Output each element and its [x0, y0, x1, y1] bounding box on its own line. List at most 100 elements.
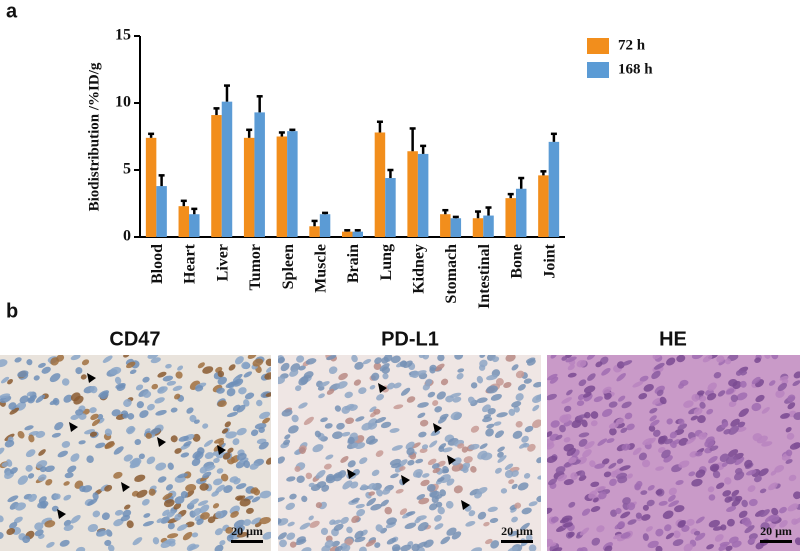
cell: [586, 355, 596, 360]
x-tick-label: Spleen: [280, 244, 297, 289]
cell: [45, 478, 53, 486]
cell: [704, 438, 715, 448]
cell: [147, 403, 155, 411]
cell: [246, 507, 254, 514]
cell: [721, 422, 729, 429]
cell: [787, 503, 799, 512]
cell: [202, 423, 209, 429]
cell: [417, 412, 426, 419]
cell: [98, 390, 110, 398]
cell: [791, 518, 798, 525]
cell: [104, 485, 113, 492]
cell: [154, 397, 165, 404]
cell: [470, 425, 480, 433]
cell: [191, 532, 199, 538]
cell: [332, 519, 342, 525]
cell: [621, 401, 632, 409]
bar: [287, 131, 298, 237]
cell: [113, 518, 124, 527]
cell: [564, 405, 572, 413]
cell: [709, 445, 719, 451]
cell: [324, 423, 333, 429]
cell: [627, 519, 637, 525]
cell: [755, 394, 765, 403]
cell: [593, 497, 599, 503]
cell: [508, 408, 516, 416]
cell: [740, 380, 747, 388]
cell: [445, 500, 454, 509]
cell: [249, 462, 259, 470]
cell: [513, 406, 520, 413]
cell: [672, 539, 684, 547]
cell: [212, 503, 220, 509]
bar: [548, 141, 560, 237]
cell: [457, 368, 465, 373]
cell: [289, 493, 297, 500]
cell: [747, 538, 756, 544]
cell: [674, 505, 685, 513]
cell: [532, 419, 541, 429]
cell: [620, 532, 631, 539]
cell: [192, 508, 202, 516]
cell: [511, 516, 518, 523]
bar: [189, 214, 200, 237]
panel-label: a: [6, 0, 18, 22]
cell: [380, 421, 392, 429]
cell: [226, 412, 238, 418]
cell: [157, 386, 168, 394]
cell: [130, 461, 141, 468]
cell: [35, 394, 46, 403]
cell: [338, 372, 348, 381]
cell: [359, 546, 367, 551]
cell: [744, 520, 752, 527]
cell: [706, 392, 717, 401]
y-axis-label: Biodistribution /%ID/g: [86, 62, 102, 211]
cell: [86, 455, 94, 463]
cell: [157, 476, 167, 483]
cell: [24, 425, 34, 431]
bar: [374, 132, 386, 237]
cell: [419, 419, 429, 427]
cell: [735, 495, 743, 502]
cell: [440, 536, 451, 545]
cell: [7, 495, 19, 503]
scale-bar-label: 20 μm: [760, 524, 792, 538]
cell: [517, 383, 526, 391]
bar: [309, 226, 320, 237]
cell: [95, 442, 106, 449]
cell: [654, 362, 665, 370]
cell: [342, 480, 353, 490]
cell: [354, 361, 364, 370]
cell: [578, 432, 590, 438]
arrowhead: [447, 455, 456, 465]
cell: [386, 537, 397, 545]
cell: [779, 506, 787, 514]
cell: [323, 463, 332, 470]
cell: [63, 394, 73, 403]
cell: [390, 473, 399, 479]
cell: [438, 446, 445, 452]
x-tick-label: Kidney: [411, 244, 428, 294]
cell: [418, 355, 426, 359]
cell: [497, 451, 504, 458]
cell: [702, 355, 713, 363]
cell: [114, 376, 122, 385]
cell: [664, 438, 673, 445]
cell: [222, 452, 231, 460]
cell: [344, 391, 353, 399]
cell: [668, 487, 677, 496]
legend-swatch: [587, 62, 609, 78]
cell: [399, 508, 408, 515]
cell: [173, 502, 182, 510]
cell: [771, 355, 779, 360]
cell: [479, 355, 486, 358]
cell: [217, 400, 227, 408]
cell: [380, 499, 389, 507]
bar: [472, 218, 484, 237]
cell: [523, 473, 531, 479]
cell: [549, 542, 557, 547]
cell: [665, 532, 675, 540]
cell: [189, 414, 197, 423]
scale-bar: [760, 540, 792, 543]
cell: [122, 412, 129, 419]
